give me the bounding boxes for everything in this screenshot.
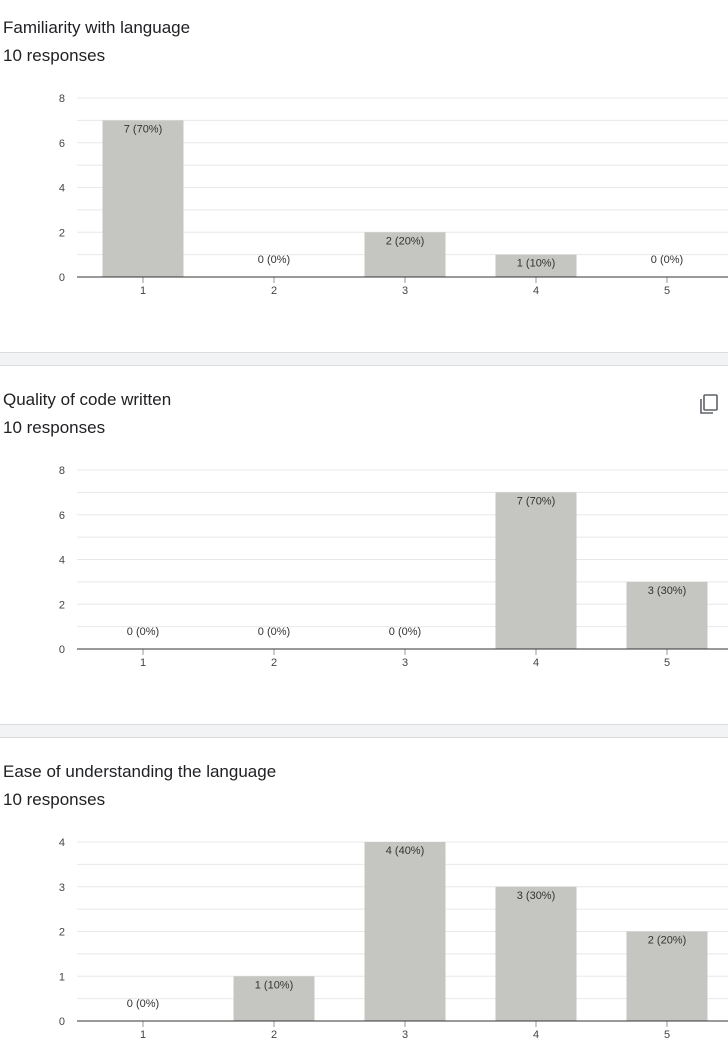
- x-tick-label: 4: [533, 657, 539, 669]
- question-card-ease: Ease of understanding the language 10 re…: [0, 738, 728, 1061]
- bar: [364, 842, 446, 1021]
- data-label: 2 (20%): [386, 235, 425, 247]
- data-label: 0 (0%): [389, 626, 421, 638]
- bar-chart: 0 1 2 3 4 0 (0%) 1 1 (10%) 2 4 (40%) 3 3 (30%) 4 2 (2…: [59, 837, 728, 1041]
- y-tick-label: 0: [59, 1016, 65, 1028]
- bar-chart: 0 2 4 6 8 7 (70%) 1 0 (0%) 2 2 (20%) 3 1 (10%) 4 0 (0…: [59, 93, 728, 297]
- response-count: 10 responses: [3, 418, 106, 437]
- data-label: 0 (0%): [127, 998, 159, 1010]
- question-card-quality: Quality of code written 10 responses 0 2 4…: [0, 366, 728, 724]
- y-tick-label: 6: [59, 510, 65, 522]
- x-tick-label: 5: [664, 1029, 670, 1041]
- data-label: 0 (0%): [127, 626, 159, 638]
- bar: [495, 886, 577, 1021]
- data-label: 2 (20%): [648, 935, 687, 947]
- y-tick-label: 4: [59, 837, 65, 849]
- x-tick-label: 5: [664, 657, 670, 669]
- data-label: 7 (70%): [124, 123, 163, 135]
- question-card-familiarity: Familiarity with language 10 responses 0…: [0, 0, 728, 352]
- data-label: 0 (0%): [258, 626, 290, 638]
- y-tick-label: 6: [59, 138, 65, 150]
- data-label: 1 (10%): [255, 979, 294, 991]
- data-label: 0 (0%): [258, 254, 290, 266]
- y-tick-label: 2: [59, 927, 65, 939]
- bar: [495, 254, 577, 277]
- section-divider: [0, 352, 728, 366]
- x-tick-label: 3: [402, 1029, 408, 1041]
- bar: [233, 976, 315, 1021]
- bar: [364, 232, 446, 277]
- question-title: Quality of code written: [3, 390, 172, 409]
- x-tick-label: 4: [533, 285, 539, 297]
- bar: [495, 492, 577, 649]
- question-title: Ease of understanding the language: [3, 762, 277, 781]
- y-tick-label: 4: [59, 555, 65, 567]
- y-tick-label: 2: [59, 227, 65, 239]
- data-label: 0 (0%): [651, 254, 683, 266]
- x-tick-label: 5: [664, 285, 670, 297]
- y-tick-label: 3: [59, 882, 65, 894]
- data-label: 7 (70%): [517, 495, 556, 507]
- x-tick-label: 2: [271, 285, 277, 297]
- bar: [102, 120, 184, 277]
- x-tick-label: 2: [271, 1029, 277, 1041]
- y-tick-label: 2: [59, 599, 65, 611]
- bar-chart: 0 2 4 6 8 0 (0%) 1 0 (0%) 2 0 (0%) 3 7 (70%) 4 3 (30%…: [59, 465, 728, 669]
- copy-chart-button[interactable]: [698, 393, 720, 415]
- section-divider: [0, 724, 728, 738]
- x-tick-label: 1: [140, 1029, 146, 1041]
- question-title: Familiarity with language: [3, 18, 191, 37]
- x-tick-label: 4: [533, 1029, 539, 1041]
- data-label: 3 (30%): [517, 890, 556, 902]
- y-tick-label: 0: [59, 644, 65, 656]
- x-tick-label: 3: [402, 657, 408, 669]
- y-tick-label: 8: [59, 93, 65, 105]
- x-tick-label: 1: [140, 657, 146, 669]
- response-count: 10 responses: [3, 790, 106, 809]
- y-tick-label: 1: [59, 971, 65, 983]
- data-label: 4 (40%): [386, 845, 425, 857]
- x-tick-label: 2: [271, 657, 277, 669]
- y-tick-label: 8: [59, 465, 65, 477]
- data-label: 1 (10%): [517, 258, 556, 270]
- x-tick-label: 1: [140, 285, 146, 297]
- bar: [626, 581, 708, 649]
- y-tick-label: 0: [59, 272, 65, 284]
- bar: [626, 931, 708, 1021]
- y-tick-label: 4: [59, 183, 65, 195]
- data-label: 3 (30%): [648, 585, 687, 597]
- response-count: 10 responses: [3, 46, 106, 65]
- copy-icon: [700, 394, 718, 414]
- x-tick-label: 3: [402, 285, 408, 297]
